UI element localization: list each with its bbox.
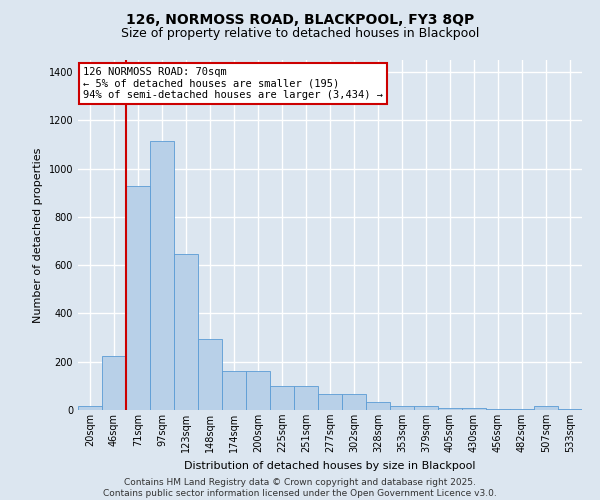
Bar <box>126 186 150 410</box>
Bar <box>102 356 126 410</box>
Bar <box>174 254 198 410</box>
Text: 126 NORMOSS ROAD: 70sqm
← 5% of detached houses are smaller (195)
94% of semi-de: 126 NORMOSS ROAD: 70sqm ← 5% of detached… <box>83 67 383 100</box>
Bar <box>366 402 390 410</box>
Bar <box>390 406 414 410</box>
Bar <box>438 408 462 410</box>
Bar <box>294 386 318 410</box>
Text: Size of property relative to detached houses in Blackpool: Size of property relative to detached ho… <box>121 28 479 40</box>
Bar <box>78 406 102 410</box>
Bar <box>510 409 534 410</box>
Bar <box>414 406 438 410</box>
Bar <box>462 408 486 410</box>
Bar <box>150 141 174 410</box>
Text: 126, NORMOSS ROAD, BLACKPOOL, FY3 8QP: 126, NORMOSS ROAD, BLACKPOOL, FY3 8QP <box>126 12 474 26</box>
Bar <box>198 339 222 410</box>
Bar <box>270 386 294 410</box>
Text: Contains HM Land Registry data © Crown copyright and database right 2025.
Contai: Contains HM Land Registry data © Crown c… <box>103 478 497 498</box>
Bar <box>342 394 366 410</box>
Y-axis label: Number of detached properties: Number of detached properties <box>33 148 43 322</box>
Bar <box>222 372 246 410</box>
Bar <box>534 406 558 410</box>
Bar <box>486 409 510 410</box>
Bar <box>246 372 270 410</box>
X-axis label: Distribution of detached houses by size in Blackpool: Distribution of detached houses by size … <box>184 460 476 470</box>
Bar <box>318 394 342 410</box>
